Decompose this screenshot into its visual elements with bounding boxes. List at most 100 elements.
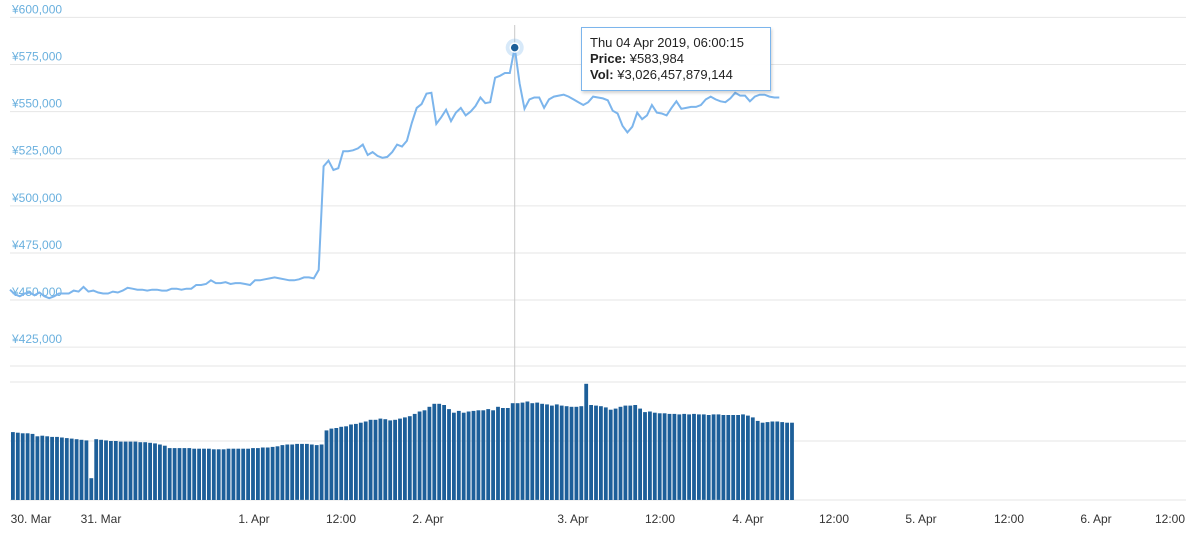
volume-bar[interactable] (69, 438, 74, 500)
volume-bar[interactable] (442, 405, 446, 500)
volume-bar[interactable] (192, 448, 197, 500)
volume-bar[interactable] (256, 448, 260, 500)
volume-bar[interactable] (153, 443, 157, 500)
volume-bar[interactable] (373, 419, 378, 500)
hover-point[interactable] (505, 38, 524, 57)
volume-bar[interactable] (554, 404, 559, 500)
volume-bar[interactable] (687, 414, 691, 500)
volume-bar[interactable] (407, 416, 412, 500)
volume-bar[interactable] (329, 428, 334, 500)
volume-bar[interactable] (496, 406, 500, 500)
volume-bar[interactable] (775, 421, 780, 501)
volume-bar[interactable] (466, 411, 471, 501)
volume-bar[interactable] (594, 405, 598, 500)
volume-bar[interactable] (275, 446, 280, 500)
volume-bar[interactable] (177, 448, 182, 500)
volume-bar[interactable] (701, 414, 706, 500)
volume-bar[interactable] (608, 409, 613, 500)
volume-bar[interactable] (736, 415, 740, 500)
volume-bar[interactable] (515, 403, 520, 500)
volume-bar[interactable] (741, 414, 745, 500)
volume-bar[interactable] (574, 406, 579, 500)
volume-bars[interactable] (11, 383, 794, 501)
volume-bar[interactable] (603, 407, 608, 500)
volume-bar[interactable] (378, 418, 383, 500)
volume-bar[interactable] (25, 433, 30, 500)
volume-bar[interactable] (207, 448, 211, 500)
volume-bar[interactable] (746, 415, 750, 500)
volume-bar[interactable] (677, 414, 682, 500)
volume-bar[interactable] (491, 410, 495, 500)
volume-bar[interactable] (74, 439, 79, 500)
volume-bar[interactable] (667, 413, 672, 500)
volume-bar[interactable] (167, 448, 172, 500)
volume-bar[interactable] (388, 420, 393, 500)
volume-bar[interactable] (486, 409, 491, 500)
volume-bar[interactable] (618, 406, 623, 500)
volume-bar[interactable] (89, 478, 94, 500)
volume-bar[interactable] (755, 420, 760, 500)
volume-bar[interactable] (94, 439, 99, 500)
volume-bar[interactable] (339, 426, 344, 500)
volume-bar[interactable] (324, 430, 329, 500)
volume-bar[interactable] (540, 403, 544, 500)
volume-bar[interactable] (35, 436, 40, 500)
volume-bar[interactable] (55, 436, 59, 500)
volume-bar[interactable] (569, 406, 574, 500)
volume-bar[interactable] (481, 410, 486, 500)
volume-bar[interactable] (260, 447, 265, 501)
volume-bar[interactable] (628, 405, 633, 500)
volume-bar[interactable] (305, 443, 309, 500)
volume-bar[interactable] (172, 448, 177, 500)
volume-bar[interactable] (158, 444, 162, 501)
volume-bar[interactable] (280, 445, 285, 500)
volume-bar[interactable] (643, 412, 647, 500)
volume-bar[interactable] (697, 414, 701, 500)
volume-bar[interactable] (319, 444, 324, 501)
volume-bar[interactable] (138, 442, 143, 500)
volume-bar[interactable] (246, 448, 250, 500)
volume-bar[interactable] (501, 408, 505, 500)
volume-bar[interactable] (731, 415, 736, 500)
volume-bar[interactable] (652, 412, 657, 500)
volume-bar[interactable] (109, 441, 113, 500)
volume-bar[interactable] (559, 405, 564, 500)
volume-bar[interactable] (270, 446, 275, 500)
volume-bar[interactable] (437, 403, 442, 500)
volume-bar[interactable] (456, 410, 461, 500)
volume-bar[interactable] (285, 444, 290, 501)
volume-bar[interactable] (461, 412, 466, 500)
volume-bar[interactable] (84, 440, 89, 500)
volume-bar[interactable] (682, 413, 687, 500)
volume-bar[interactable] (241, 448, 246, 500)
volume-bar[interactable] (118, 441, 123, 500)
volume-bar[interactable] (427, 406, 432, 500)
volume-bar[interactable] (226, 448, 231, 500)
volume-bar[interactable] (202, 448, 206, 500)
volume-bar[interactable] (314, 445, 319, 500)
volume-bar[interactable] (564, 406, 569, 500)
volume-bar[interactable] (579, 406, 584, 500)
volume-bar[interactable] (290, 444, 295, 501)
volume-bar[interactable] (452, 412, 456, 500)
volume-bar[interactable] (148, 442, 152, 500)
volume-bar[interactable] (104, 440, 108, 500)
volume-bar[interactable] (476, 410, 481, 500)
volume-bar[interactable] (11, 432, 15, 500)
volume-bar[interactable] (162, 445, 167, 500)
volume-bar[interactable] (251, 448, 255, 500)
volume-bar[interactable] (760, 422, 765, 500)
volume-bar[interactable] (15, 432, 20, 500)
volume-bar[interactable] (133, 441, 138, 500)
hover-dot[interactable] (509, 42, 520, 53)
volume-bar[interactable] (648, 411, 652, 501)
volume-bar[interactable] (505, 408, 510, 500)
volume-bar[interactable] (368, 419, 373, 500)
volume-bar[interactable] (770, 421, 775, 501)
volume-bar[interactable] (530, 403, 535, 500)
volume-bar[interactable] (197, 448, 201, 500)
volume-bar[interactable] (334, 428, 339, 500)
volume-bar[interactable] (40, 435, 45, 500)
volume-bar[interactable] (447, 409, 451, 500)
volume-bar[interactable] (182, 448, 187, 500)
